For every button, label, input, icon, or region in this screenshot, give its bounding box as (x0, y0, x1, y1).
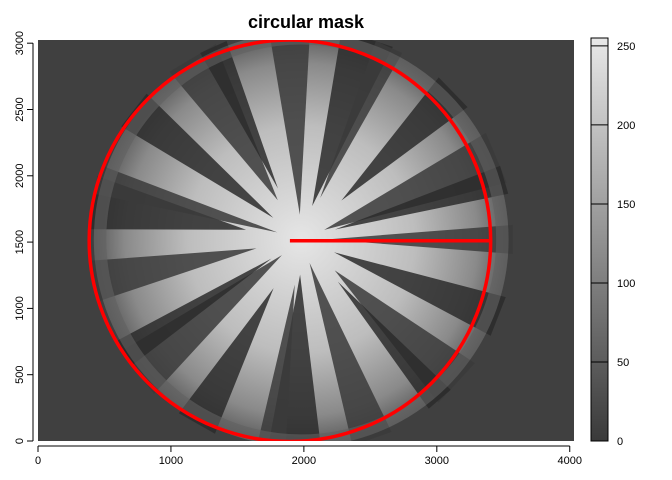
colorbar: 0 50 100 150 200 250 (590, 37, 635, 448)
y-tick-label: 2500 (14, 97, 26, 121)
tree-silhouette (309, 262, 392, 441)
tree-silhouette (200, 40, 278, 189)
tree-silhouette (120, 255, 282, 394)
tree-silhouette (258, 284, 295, 441)
chart-title: circular mask (248, 12, 365, 32)
tree-silhouette (94, 165, 278, 233)
y-axis: 0 500 1000 1500 2000 2500 3000 (14, 31, 34, 444)
y-tick-label: 0 (14, 438, 26, 444)
tree-silhouette (178, 288, 274, 434)
x-tick-label: 0 (35, 455, 41, 467)
tree-silhouettes (88, 40, 513, 441)
tree-silhouette (320, 40, 403, 198)
colorbar-tick-label: 150 (617, 199, 635, 211)
x-tick-label: 4000 (558, 455, 582, 467)
colorbar-tick-label: 100 (617, 278, 635, 290)
x-tick-label: 3000 (425, 455, 449, 467)
tree-silhouette (89, 248, 257, 302)
tree-silhouette (121, 93, 274, 218)
tree-silhouette (337, 281, 451, 409)
y-tick-label: 3000 (14, 31, 26, 55)
colorbar-tick-label: 50 (617, 357, 629, 369)
x-axis: 0 1000 2000 3000 4000 (35, 445, 582, 467)
colorbar-gradient (590, 37, 609, 442)
x-tick-label: 2000 (292, 455, 316, 467)
y-tick-label: 1500 (14, 230, 26, 254)
tree-silhouette (334, 252, 506, 336)
tree-silhouette (270, 40, 310, 215)
y-tick-label: 1000 (14, 296, 26, 320)
tree-silhouette (334, 270, 475, 403)
colorbar-tick-label: 250 (617, 41, 635, 53)
x-tick-label: 1000 (159, 455, 183, 467)
y-tick-label: 2000 (14, 164, 26, 188)
plot-area (38, 40, 574, 441)
y-tick-label: 500 (14, 366, 26, 384)
tree-silhouette (169, 44, 278, 201)
tree-silhouette (341, 77, 468, 201)
colorbar-tick-label: 0 (617, 436, 623, 448)
colorbar-tick-label: 200 (617, 120, 635, 132)
tree-silhouette (324, 132, 507, 230)
colorbar-ticks: 0 50 100 150 200 250 (591, 41, 635, 448)
tree-silhouette (335, 165, 509, 230)
tree-silhouette (115, 258, 272, 367)
